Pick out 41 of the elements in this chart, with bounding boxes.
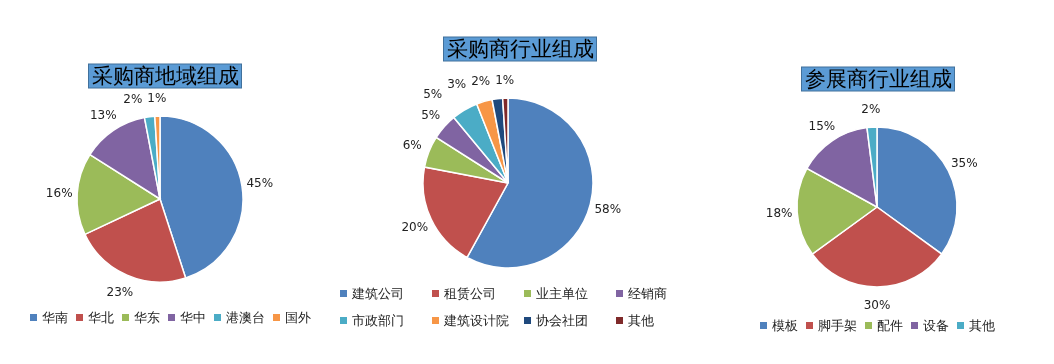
- data-label: 2%: [471, 73, 491, 88]
- data-label: 18%: [765, 206, 793, 221]
- data-label: 5%: [423, 87, 443, 102]
- data-label: 13%: [89, 108, 117, 123]
- data-label: 1%: [495, 73, 515, 88]
- data-label: 58%: [594, 201, 622, 216]
- data-label: 23%: [106, 284, 134, 299]
- legend-label: 设备: [923, 318, 949, 333]
- legend-label: 模板: [772, 318, 798, 333]
- legend-label: 业主单位: [536, 286, 588, 301]
- data-label: 3%: [447, 77, 467, 92]
- data-label: 20%: [401, 219, 429, 234]
- legend-label: 华北: [88, 310, 114, 325]
- legend-label: 建筑设计院: [443, 313, 509, 328]
- data-label: 35%: [950, 155, 978, 170]
- chart-title: 参展商行业组成: [804, 67, 952, 91]
- legend-label: 市政部门: [352, 313, 404, 328]
- legend-label: 华南: [42, 310, 68, 325]
- data-label: 5%: [421, 107, 441, 122]
- legend-label: 华东: [134, 310, 160, 325]
- data-label: 1%: [147, 91, 167, 106]
- legend-label: 其他: [969, 318, 995, 333]
- legend-label: 华中: [180, 310, 206, 325]
- legend-label: 协会社团: [536, 313, 588, 328]
- chart-title: 采购商行业组成: [446, 37, 594, 61]
- legend-label: 租赁公司: [444, 286, 496, 301]
- data-label: 6%: [402, 138, 422, 153]
- legend-label: 国外: [285, 310, 311, 325]
- data-label: 45%: [246, 176, 274, 191]
- legend-label: 经销商: [628, 286, 667, 301]
- legend-label: 建筑公司: [351, 286, 404, 301]
- legend-label: 其他: [628, 313, 654, 328]
- data-label: 30%: [863, 298, 891, 312]
- legend-label: 脚手架: [818, 318, 857, 333]
- legend-label: 配件: [877, 318, 903, 333]
- data-label: 16%: [45, 185, 73, 200]
- legend-label: 港澳台: [226, 310, 265, 325]
- chart-title: 采购商地域组成: [91, 64, 239, 88]
- data-label: 15%: [808, 118, 836, 133]
- data-label: 2%: [123, 91, 143, 106]
- data-label: 2%: [861, 102, 881, 117]
